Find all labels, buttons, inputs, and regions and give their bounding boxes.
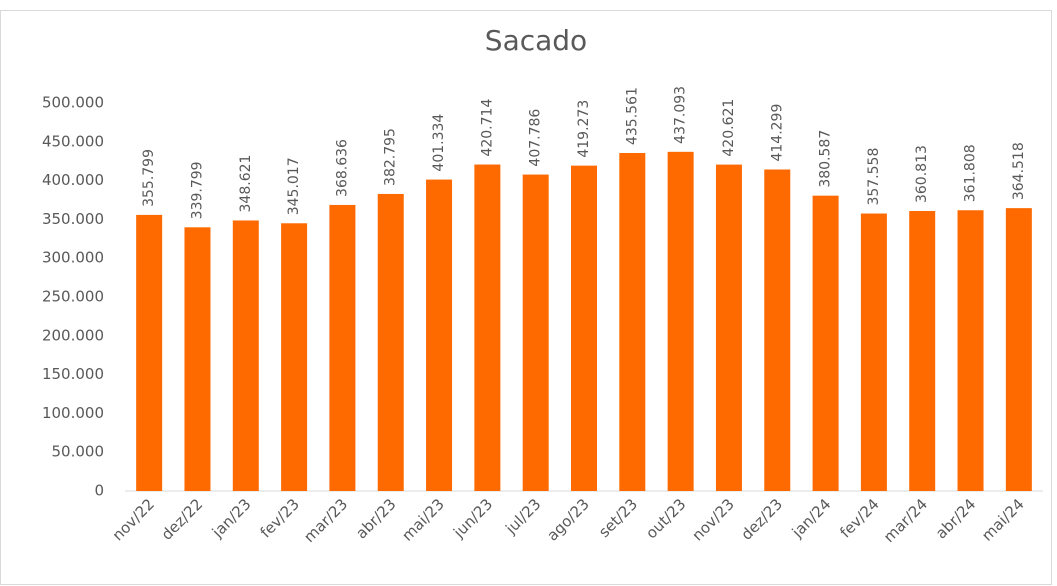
value-label: 368.636 [334, 139, 350, 197]
value-label: 348.621 [238, 155, 254, 213]
value-label: 355.799 [141, 149, 157, 207]
bar [667, 151, 694, 491]
value-label: 419.273 [576, 100, 592, 158]
bar [860, 213, 887, 492]
value-label: 364.518 [1011, 142, 1027, 200]
bar [1005, 208, 1032, 491]
value-label: 357.558 [866, 148, 882, 206]
value-label: 361.808 [963, 144, 979, 202]
y-tick-label: 150.000 [42, 365, 104, 383]
bar [715, 164, 742, 492]
bar [329, 204, 356, 491]
y-tick-label: 500.000 [42, 94, 104, 112]
value-label: 435.561 [624, 87, 640, 145]
bar [232, 220, 259, 492]
value-label: 345.017 [286, 157, 302, 215]
value-label: 401.334 [431, 114, 447, 172]
value-label: 414.299 [769, 104, 785, 162]
bar [909, 211, 936, 492]
chart-title: Sacado [485, 24, 587, 57]
value-label: 407.786 [528, 109, 544, 167]
y-tick-label: 450.000 [42, 132, 104, 150]
bar [522, 174, 549, 492]
bar [619, 153, 646, 491]
bar [474, 164, 501, 491]
bar [281, 223, 308, 491]
value-label: 339.799 [189, 161, 205, 219]
y-tick-label: 350.000 [42, 210, 104, 228]
value-label: 437.093 [673, 86, 689, 144]
bar [764, 169, 791, 492]
value-label: 420.714 [479, 99, 495, 157]
value-label: 382.795 [383, 128, 399, 186]
bar [136, 214, 163, 492]
value-label: 380.587 [818, 130, 834, 188]
bar [571, 165, 597, 491]
y-tick-label: 0 [94, 482, 104, 500]
y-tick-label: 200.000 [42, 326, 104, 344]
y-tick-label: 50.000 [52, 443, 105, 461]
y-tick-label: 250.000 [42, 288, 104, 306]
bar [184, 227, 211, 491]
bar [377, 193, 404, 491]
value-label: 420.621 [721, 99, 737, 157]
y-tick-label: 400.000 [42, 171, 104, 189]
y-tick-label: 100.000 [42, 404, 104, 422]
y-tick-label: 300.000 [42, 249, 104, 267]
bar [812, 195, 839, 491]
value-label: 360.813 [914, 145, 930, 203]
bar [957, 210, 984, 491]
bar [426, 179, 453, 491]
